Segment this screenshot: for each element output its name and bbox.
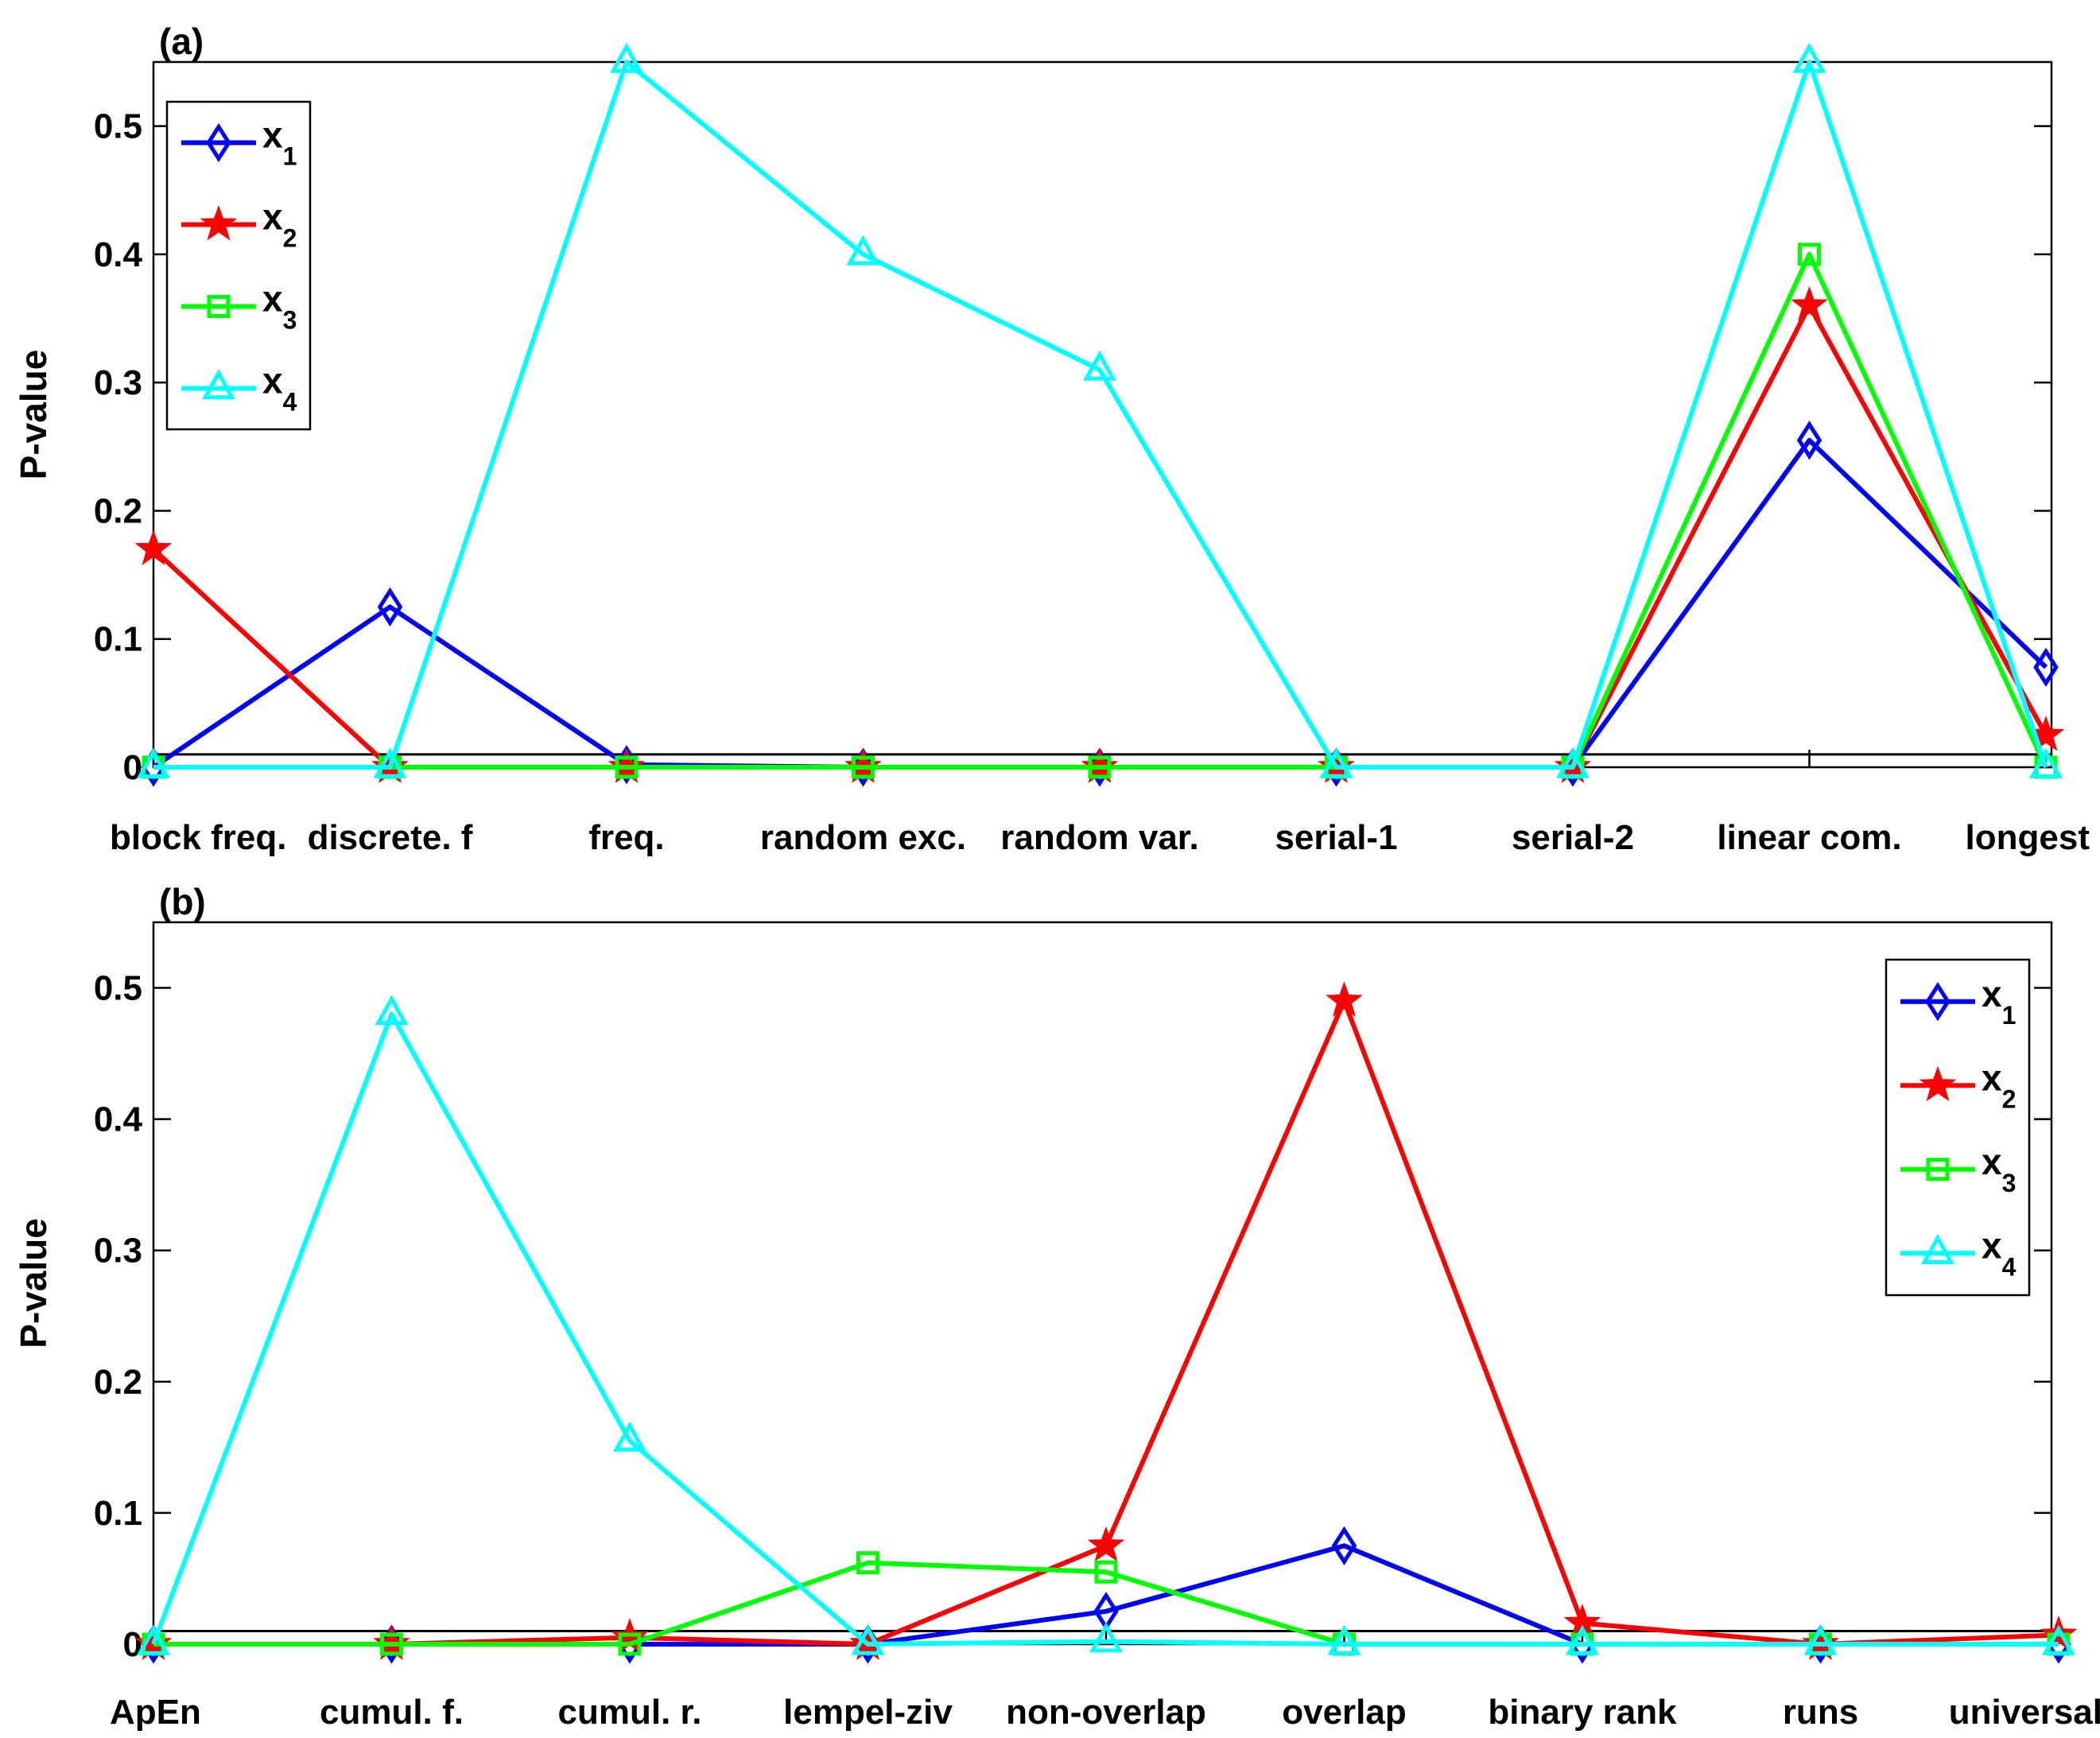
panel-b-point-x3 <box>856 1551 879 1575</box>
panel-a-category-label: serial-1 <box>1275 818 1397 857</box>
panel-a-category-label: block freq. <box>110 818 287 857</box>
panel-a-ytick-label: 0 <box>123 748 142 787</box>
panel-b-legend-subscript: 2 <box>2002 1084 2017 1113</box>
panel-b-ytick-label: 0.2 <box>94 1363 142 1402</box>
panel-a-category-label: random exc. <box>760 818 966 857</box>
panel-b-axes-box <box>152 921 2053 1646</box>
panel-a-legend-box <box>165 100 312 431</box>
panel-b-point-x4 <box>612 1421 647 1452</box>
panel-a-point-x3 <box>1798 242 1821 266</box>
panel-a-point-x3 <box>615 755 639 779</box>
panel-a-series-x4 <box>136 42 2063 778</box>
panel-a-ylabel: P-value <box>13 350 54 480</box>
panel-a-point-x4 <box>2028 747 2063 778</box>
panel-b-chart: 0 0.1 0.2 0.3 0.4 0.5 ApEn cumul. f. cumul. r. le… <box>13 881 2100 1732</box>
panel-a-point-x4 <box>1319 747 1353 778</box>
panel-b-category-label: binary rank <box>1488 1693 1677 1732</box>
panel-a-chart: 0 0.1 0.2 0.3 0.4 0.5 block freq. discrete. f fr… <box>13 21 2090 857</box>
panel-a-category-label: serial-2 <box>1512 818 1634 857</box>
panel-b-point-x4 <box>136 1624 171 1655</box>
panel-a-point-x4 <box>1555 747 1590 778</box>
panel-a-ytick-label: 0.2 <box>94 491 142 530</box>
panel-a-series-x4-line <box>153 60 2048 770</box>
panel-b-legend-marker <box>1926 1158 1950 1181</box>
panel-b-ytick-label: 0.5 <box>94 969 142 1008</box>
panel-a-legend-marker <box>207 295 231 318</box>
panel-a-point-x2 <box>134 530 173 565</box>
panel-b-point-x3 <box>380 1632 403 1656</box>
panel-a-ytick-label: 0.4 <box>94 235 143 274</box>
panel-a-point-x4 <box>136 747 171 778</box>
panel-a-series-x3-line <box>153 251 2048 770</box>
panel-a-legend-subscript: 3 <box>283 306 297 335</box>
panel-b-legend-subscript: 3 <box>2002 1169 2017 1197</box>
panel-a-point-x1 <box>2033 647 2059 687</box>
panel-a-category-label: freq. <box>588 818 664 857</box>
panel-a-point-x4 <box>373 747 407 778</box>
panel-a-category-label: linear com. <box>1717 818 1901 857</box>
panel-b-category-label: non-overlap <box>1006 1693 1206 1732</box>
panel-b-point-x4 <box>1565 1624 1600 1655</box>
panel-b-legend-marker <box>1920 1233 1955 1264</box>
panel-b-point-x4 <box>1089 1622 1124 1653</box>
panel-a-ytick-label: 0.5 <box>94 107 142 146</box>
panel-b-ylabel: P-value <box>13 1218 54 1348</box>
panel-a-category-label: longest <box>1966 818 2090 857</box>
panel-b-category-label: cumul. f. <box>320 1693 464 1732</box>
panel-a-legend-subscript: 4 <box>283 388 297 417</box>
panel-b-point-x4 <box>851 1624 885 1655</box>
panel-b-category-label: cumul. r. <box>558 1693 702 1732</box>
panel-a-point-x1 <box>1796 421 1822 460</box>
panel-b-point-x3 <box>618 1632 642 1656</box>
panel-b-legend-marker <box>1925 982 1951 1022</box>
panel-a-label: (a) <box>159 21 204 62</box>
panel-a-point-x3 <box>1088 755 1112 779</box>
panel-b-legend-marker <box>1919 1065 1957 1102</box>
panel-b-ytick-label: 0.3 <box>94 1232 142 1271</box>
panel-a-point-x4 <box>846 235 880 266</box>
panel-b-point-x3 <box>1094 1560 1118 1584</box>
panel-b-label: (b) <box>159 881 206 922</box>
panel-b-ytick-label: 0 <box>123 1625 142 1664</box>
panel-a-point-x1 <box>377 587 403 627</box>
panel-a-point-x3 <box>852 755 875 779</box>
panel-a-ytick-label: 0.3 <box>94 363 142 402</box>
panel-b-series-x4 <box>136 995 2076 1655</box>
panel-b-category-label: ApEn <box>110 1693 201 1732</box>
panel-b-ytick-label: 0.1 <box>94 1494 142 1533</box>
panel-b-legend-subscript: 1 <box>2002 1001 2017 1030</box>
panel-a-category-label: random var. <box>1000 818 1198 857</box>
panel-a-ytick-label: 0.1 <box>94 620 142 659</box>
panel-b-point-x2 <box>1326 981 1363 1017</box>
panel-b-point-x1 <box>1331 1526 1357 1565</box>
panel-b-point-x2 <box>1087 1526 1125 1562</box>
panel-a-axes-box <box>152 60 2053 769</box>
panel-a-legend-subscript: 2 <box>283 224 297 253</box>
panel-a-legend-marker <box>200 204 238 241</box>
panel-b-legend-subscript: 4 <box>2002 1252 2017 1281</box>
panel-b-point-x4 <box>2041 1624 2076 1655</box>
panel-a-legend-marker <box>206 122 231 163</box>
panel-b-point-x4 <box>375 995 409 1026</box>
panel-b-category-label: universal <box>1949 1693 2100 1732</box>
panel-b-ytick-label: 0.4 <box>94 1100 143 1139</box>
panel-a-legend-subscript: 1 <box>283 142 297 171</box>
panel-b-category-label: runs <box>1783 1693 1858 1732</box>
panel-a-category-label: discrete. f <box>308 818 473 857</box>
panel-b-category-label: lempel-ziv <box>783 1693 953 1732</box>
panel-a-point-x2 <box>1791 285 1828 322</box>
panel-b-series-x4-line <box>151 1011 2059 1647</box>
panel-b-legend-box <box>1885 958 2031 1297</box>
panel-a-point-x4 <box>1082 350 1117 381</box>
panel-a-point-x4 <box>609 42 644 73</box>
panel-a-legend-marker <box>201 369 236 400</box>
panel-b-point-x4 <box>1803 1624 1838 1655</box>
panel-b-category-label: overlap <box>1282 1693 1407 1732</box>
panel-b-point-x4 <box>1327 1624 1361 1655</box>
panel-a-point-x4 <box>1792 42 1826 73</box>
